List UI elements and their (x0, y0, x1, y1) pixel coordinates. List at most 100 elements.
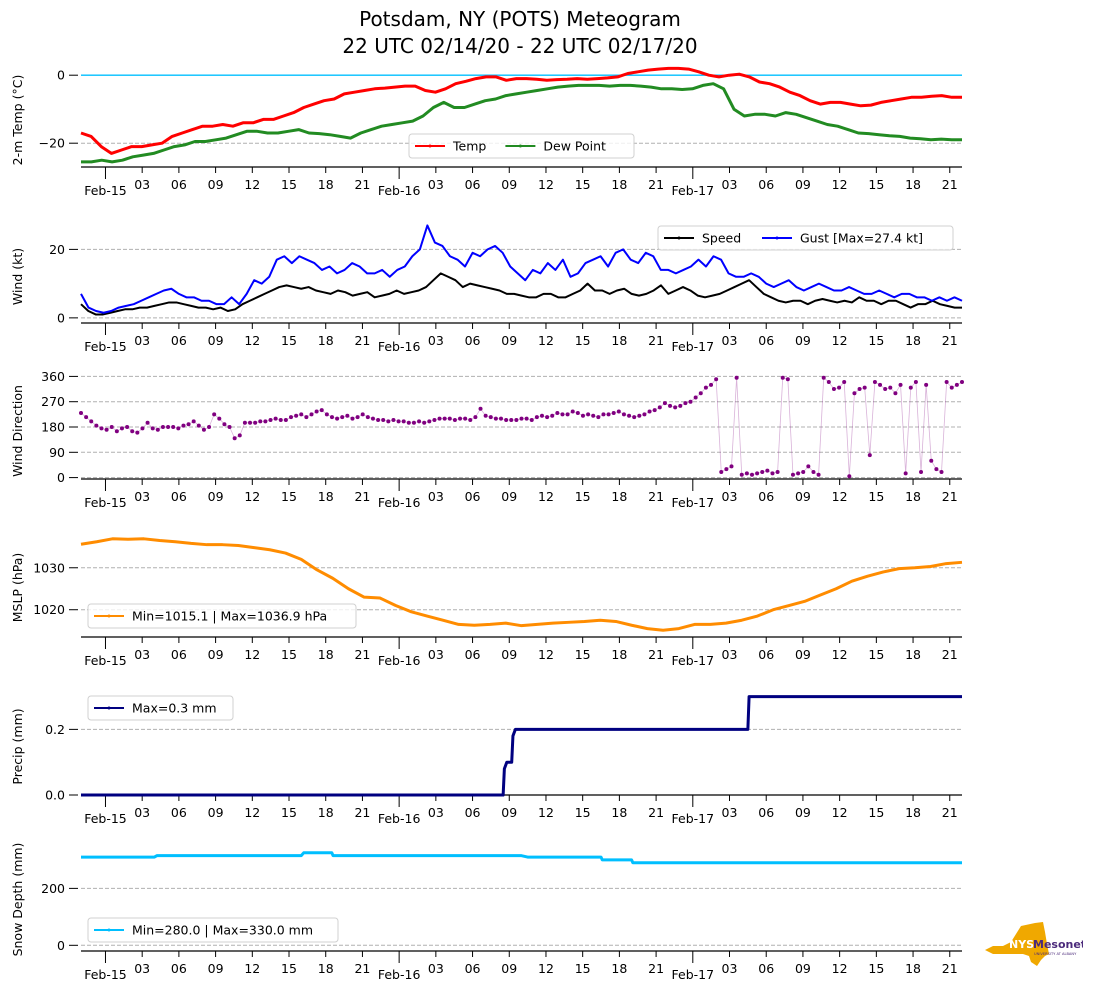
data-point (770, 471, 775, 476)
legend-marker (775, 236, 779, 240)
x-tick-label: 12 (244, 647, 260, 662)
x-tick-label: 15 (868, 961, 884, 976)
x-tick-label: 15 (868, 177, 884, 192)
data-point (432, 417, 437, 422)
x-tick-label: 15 (281, 961, 297, 976)
x-tick-label: 15 (281, 647, 297, 662)
data-point (775, 469, 780, 474)
data-point (248, 420, 253, 425)
title-line-1: Potsdam, NY (POTS) Meteogram (359, 7, 681, 31)
x-tick-label: 06 (758, 333, 774, 348)
legend-label: Speed (702, 231, 741, 246)
data-point (575, 410, 580, 415)
x-tick-label: 15 (868, 333, 884, 348)
x-tick-label: 09 (795, 961, 811, 976)
y-tick-label: 0 (57, 68, 65, 83)
x-tick-label: 12 (244, 489, 260, 504)
data-point (473, 415, 478, 420)
x-tick-label: 21 (648, 961, 664, 976)
data-point (468, 417, 473, 422)
data-point (299, 412, 304, 417)
data-point (580, 413, 585, 418)
x-tick-label: 15 (281, 333, 297, 348)
series-temp (80, 66, 962, 155)
legend-box (87, 917, 339, 943)
x-tick-label: 09 (501, 647, 517, 662)
data-point (232, 436, 237, 441)
series-speed (80, 272, 962, 316)
data-point (529, 417, 534, 422)
legend-label: Min=280.0 | Max=330.0 mm (132, 923, 313, 938)
x-tick-label: 03 (134, 647, 150, 662)
data-point (514, 417, 519, 422)
panel-wind: 0 20 Wind (kt) Feb-15 03 06 09 12 15 18 21 Feb-16 03… (10, 224, 963, 354)
series-max-0-3-mm (81, 695, 962, 797)
x-tick-label: Feb-17 (672, 183, 715, 198)
data-point (283, 417, 288, 422)
y-tick-label: 180 (41, 420, 65, 435)
x-tick-label: Feb-17 (672, 967, 715, 982)
data-point (422, 420, 427, 425)
data-point (458, 416, 463, 421)
data-point (908, 385, 913, 390)
new-york-state-shape (985, 922, 1049, 966)
x-tick-label: 09 (208, 961, 224, 976)
data-point (668, 403, 673, 408)
data-point (258, 419, 263, 424)
x-tick-label: 18 (318, 333, 334, 348)
x-tick-label: 09 (795, 805, 811, 820)
y-tick-label: 0 (57, 938, 65, 953)
x-tick-label: 21 (942, 961, 958, 976)
x-tick-label: 12 (832, 489, 848, 504)
x-tick-label: 06 (465, 805, 481, 820)
x-tick-label: 18 (905, 489, 921, 504)
x-tick-label: 21 (942, 647, 958, 662)
x-tick-label: 21 (942, 805, 958, 820)
x-tick-label: 06 (171, 333, 187, 348)
legend-label: Gust [Max=27.4 kt] (800, 231, 923, 246)
x-tick-label: 15 (575, 489, 591, 504)
data-point (534, 415, 539, 420)
data-point (596, 415, 601, 420)
data-point (734, 375, 739, 380)
data-point (570, 409, 575, 414)
legend: Min=280.0 | Max=330.0 mm (87, 917, 339, 943)
x-tick-label: 12 (832, 647, 848, 662)
legend-label: Temp (452, 139, 486, 154)
data-point (765, 468, 770, 473)
x-tick-label: 03 (428, 647, 444, 662)
data-point (376, 417, 381, 422)
data-point (335, 416, 340, 421)
data-point (186, 422, 191, 427)
y-tick-label: 20 (49, 242, 65, 257)
data-point (954, 382, 959, 387)
x-tick-label: 09 (795, 647, 811, 662)
legend-box (87, 603, 357, 629)
data-point (452, 417, 457, 422)
data-point (411, 420, 416, 425)
data-point (104, 427, 109, 432)
data-point (355, 415, 360, 420)
data-point (831, 387, 836, 392)
data-point (826, 380, 831, 385)
data-point (150, 426, 155, 431)
x-tick-label: 03 (722, 489, 738, 504)
data-point (386, 419, 391, 424)
series-min-1015-1-max-1036-9-hpa (80, 537, 963, 632)
data-point (401, 419, 406, 424)
legend-marker (107, 928, 111, 932)
data-point (611, 410, 616, 415)
x-tick-label: 15 (868, 805, 884, 820)
data-point (427, 419, 432, 424)
data-point (811, 469, 816, 474)
data-point (222, 422, 227, 427)
x-tick-label: 21 (354, 489, 370, 504)
x-tick-label: 03 (722, 177, 738, 192)
x-tick-label: 12 (538, 647, 554, 662)
x-tick-label: 18 (905, 961, 921, 976)
legend-marker (107, 614, 111, 618)
x-tick-label: 03 (722, 805, 738, 820)
data-point (565, 412, 570, 417)
x-tick-label: Feb-16 (378, 967, 421, 982)
x-tick-label: 15 (281, 805, 297, 820)
